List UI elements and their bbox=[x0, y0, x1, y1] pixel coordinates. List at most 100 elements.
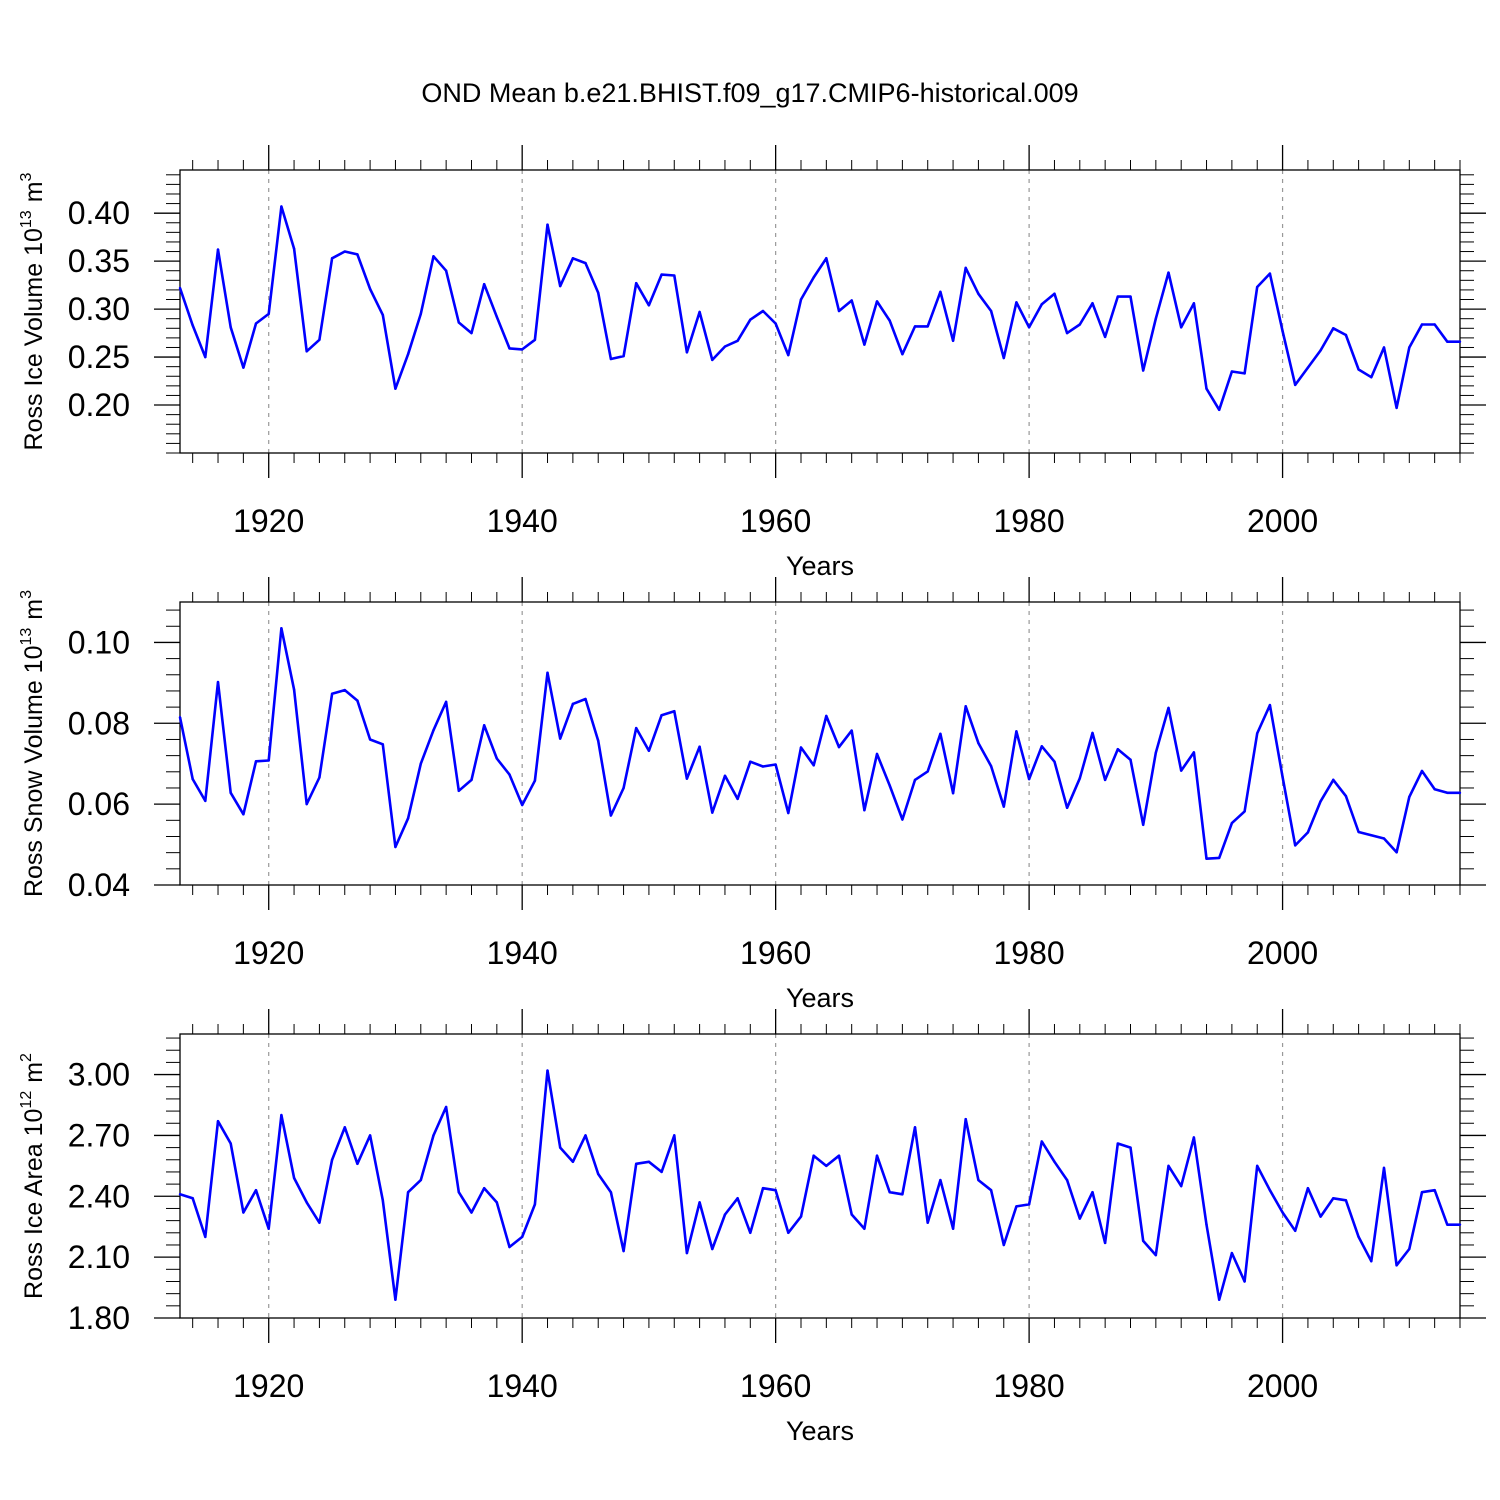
y-axis-label: Ross Snow Volume 1013 m3 bbox=[18, 590, 48, 897]
data-point-1998 bbox=[1256, 732, 1259, 735]
chart-title: OND Mean b.e21.BHIST.f09_g17.CMIP6-histo… bbox=[421, 78, 1079, 108]
data-point-1942 bbox=[546, 671, 549, 674]
data-point-1919 bbox=[254, 1189, 258, 1192]
data-point-1992 bbox=[1179, 326, 1183, 329]
data-point-1979 bbox=[1015, 730, 1018, 733]
data-point-1958 bbox=[749, 318, 752, 321]
data-point-1962 bbox=[799, 746, 803, 749]
y-axis-label-exponent: 12 bbox=[18, 1091, 35, 1109]
y-axis-label-unit-exponent: 3 bbox=[18, 590, 35, 599]
x-tick-label-1940: 1940 bbox=[487, 935, 558, 971]
data-point-1935 bbox=[457, 321, 461, 324]
data-point-1968 bbox=[875, 752, 879, 756]
data-point-1940 bbox=[520, 348, 524, 351]
data-point-1917 bbox=[229, 1142, 232, 1145]
x-tick-label-2000: 2000 bbox=[1247, 503, 1318, 539]
data-point-1928 bbox=[368, 738, 372, 741]
data-point-1999 bbox=[1268, 272, 1272, 275]
data-point-1951 bbox=[660, 1170, 663, 1174]
x-tick-label-1960: 1960 bbox=[740, 1368, 811, 1404]
data-point-1950 bbox=[647, 1160, 651, 1164]
data-point-1959 bbox=[761, 309, 765, 313]
data-point-1952 bbox=[673, 274, 676, 277]
data-point-2005 bbox=[1344, 794, 1348, 798]
data-point-1983 bbox=[1065, 1178, 1069, 1182]
data-point-1928 bbox=[368, 287, 372, 291]
data-point-1990 bbox=[1154, 317, 1158, 320]
data-point-1949 bbox=[635, 282, 638, 285]
data-point-2007 bbox=[1370, 1260, 1373, 1263]
data-point-2008 bbox=[1382, 346, 1386, 349]
data-point-1937 bbox=[482, 282, 486, 286]
data-point-1995 bbox=[1218, 856, 1221, 860]
data-point-1926 bbox=[343, 688, 346, 692]
data-point-1993 bbox=[1192, 302, 1196, 305]
data-point-1975 bbox=[964, 266, 967, 270]
data-point-2005 bbox=[1344, 333, 1348, 337]
data-point-2006 bbox=[1357, 1235, 1360, 1239]
data-point-1932 bbox=[419, 1178, 422, 1182]
data-point-1915 bbox=[204, 799, 207, 803]
data-point-1939 bbox=[508, 1245, 511, 1249]
y-tick-label-0.40: 0.40 bbox=[68, 195, 130, 231]
data-point-1968 bbox=[875, 1154, 879, 1157]
data-point-1941 bbox=[533, 1203, 537, 1206]
data-point-1990 bbox=[1154, 751, 1158, 754]
data-point-1983 bbox=[1065, 806, 1069, 809]
data-point-1916 bbox=[216, 248, 220, 251]
data-point-1965 bbox=[837, 745, 841, 749]
data-point-2014 bbox=[1458, 791, 1462, 795]
data-point-1977 bbox=[989, 309, 993, 313]
data-point-1922 bbox=[292, 1176, 296, 1180]
data-point-1977 bbox=[989, 764, 993, 768]
data-point-1993 bbox=[1192, 1136, 1196, 1139]
data-point-1947 bbox=[609, 1191, 613, 1194]
data-point-1929 bbox=[381, 743, 384, 746]
data-point-1942 bbox=[546, 1069, 549, 1072]
data-point-1930 bbox=[394, 387, 397, 390]
data-point-1988 bbox=[1129, 758, 1132, 761]
data-point-1982 bbox=[1053, 1160, 1056, 1164]
data-point-1966 bbox=[850, 729, 853, 732]
data-point-1918 bbox=[242, 813, 245, 816]
data-point-1930 bbox=[394, 845, 397, 849]
data-point-2008 bbox=[1382, 837, 1386, 840]
data-point-1994 bbox=[1205, 1223, 1208, 1226]
data-point-2002 bbox=[1306, 366, 1310, 369]
data-point-1982 bbox=[1053, 292, 1056, 295]
data-point-1976 bbox=[977, 292, 980, 295]
data-point-1925 bbox=[330, 1158, 334, 1161]
x-tick-label-1940: 1940 bbox=[487, 503, 558, 539]
x-axis-label: Years bbox=[786, 1416, 854, 1446]
data-point-2012 bbox=[1433, 323, 1436, 326]
data-point-2011 bbox=[1420, 323, 1424, 326]
data-point-1922 bbox=[292, 247, 296, 250]
data-point-1946 bbox=[597, 291, 600, 294]
data-point-1922 bbox=[292, 688, 296, 691]
data-point-1924 bbox=[318, 1221, 321, 1224]
data-point-1923 bbox=[305, 1201, 308, 1204]
data-point-1972 bbox=[926, 770, 929, 773]
data-point-1985 bbox=[1091, 1191, 1094, 1194]
y-tick-label-0.10: 0.10 bbox=[68, 624, 130, 660]
data-point-1933 bbox=[432, 1134, 435, 1137]
data-point-1957 bbox=[736, 1197, 739, 1200]
x-tick-label-1980: 1980 bbox=[994, 503, 1065, 539]
data-point-1953 bbox=[685, 351, 689, 354]
data-point-2014 bbox=[1458, 1223, 1462, 1226]
data-point-1992 bbox=[1179, 769, 1183, 772]
data-point-1933 bbox=[432, 255, 435, 258]
data-point-1949 bbox=[635, 1162, 638, 1166]
data-point-2013 bbox=[1446, 1223, 1449, 1226]
data-point-2005 bbox=[1344, 1199, 1348, 1202]
data-point-1972 bbox=[926, 325, 929, 328]
data-point-1999 bbox=[1268, 703, 1272, 707]
data-point-1987 bbox=[1116, 295, 1120, 298]
data-point-1992 bbox=[1179, 1184, 1183, 1188]
data-point-1926 bbox=[343, 250, 346, 253]
data-point-1968 bbox=[875, 300, 879, 303]
data-point-1944 bbox=[571, 257, 575, 260]
data-point-1996 bbox=[1230, 1251, 1234, 1255]
y-axis-label-main: Ross Snow Volume 10 bbox=[20, 646, 48, 898]
data-point-1971 bbox=[913, 325, 917, 328]
